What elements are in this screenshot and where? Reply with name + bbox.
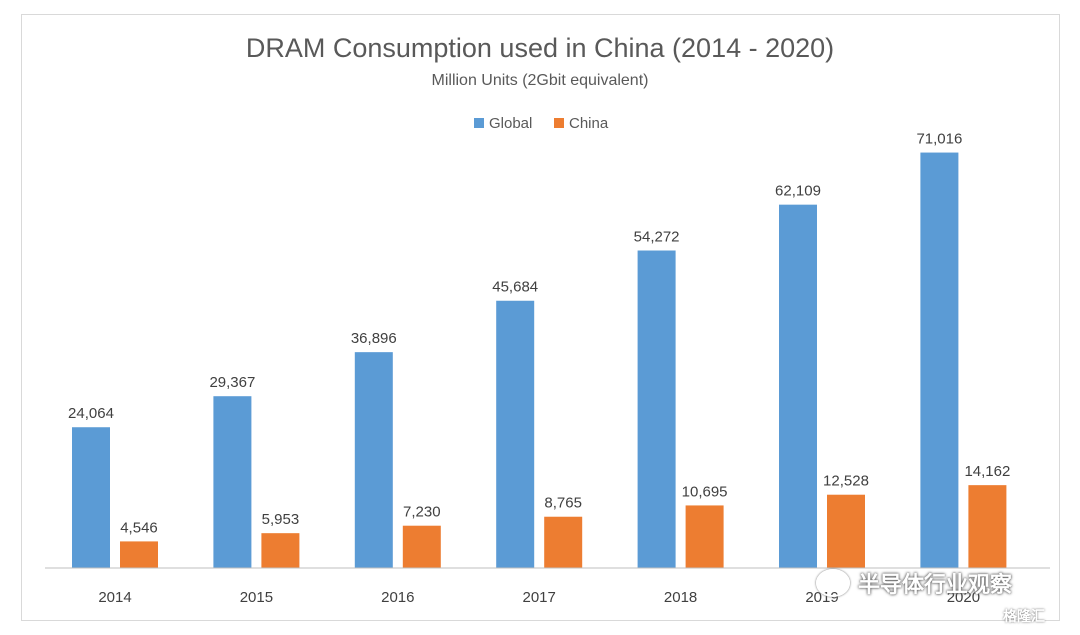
- bar-china-2018: [685, 505, 724, 568]
- wechat-logo-icon: [816, 569, 850, 597]
- x-tick-label-2014: 2014: [98, 589, 131, 606]
- data-label-global-2016: 36,896: [351, 330, 397, 347]
- data-label-global-2020: 71,016: [916, 131, 962, 148]
- bar-global-2020: [920, 152, 959, 568]
- bar-china-2017: [544, 516, 583, 568]
- bars: 24,064 4,546 29,367 5,953 36,896 7,230 45,684 8…: [68, 131, 1010, 569]
- data-label-global-2015: 29,367: [209, 374, 255, 391]
- data-label-global-2014: 24,064: [68, 405, 114, 422]
- watermark-corner-text: 格隆汇: [1003, 608, 1045, 624]
- bar-global-2016: [354, 352, 393, 568]
- x-tick-label-2020: 2020: [947, 589, 980, 606]
- x-tick-label-2016: 2016: [381, 589, 414, 606]
- chart-frame: [21, 14, 1060, 621]
- legend-swatch-china: [554, 118, 564, 128]
- data-label-global-2018: 54,272: [634, 229, 680, 246]
- data-label-global-2019: 62,109: [775, 183, 821, 200]
- data-label-china-2020: 14,162: [964, 463, 1010, 480]
- x-tick-label-2015: 2015: [240, 589, 273, 606]
- legend-label-global: Global: [489, 115, 532, 132]
- data-label-china-2019: 12,528: [823, 473, 869, 490]
- bar-global-2018: [637, 250, 676, 569]
- data-label-china-2018: 10,695: [682, 483, 728, 500]
- data-label-global-2017: 45,684: [492, 279, 538, 296]
- x-axis-ticks: 2014 2015 2016 2017 2018 2019 2020: [98, 589, 980, 606]
- legend: Global China: [474, 115, 609, 132]
- data-label-china-2014: 4,546: [120, 519, 158, 536]
- chart-subtitle: Million Units (2Gbit equivalent): [432, 72, 649, 89]
- legend-swatch-global: [474, 118, 484, 128]
- data-label-china-2016: 7,230: [403, 504, 441, 521]
- bar-china-2014: [120, 541, 158, 568]
- bar-global-2019: [779, 204, 817, 568]
- bar-china-2016: [402, 525, 441, 568]
- watermark: 半导体行业观察: [816, 567, 1012, 599]
- bar-china-2020: [968, 485, 1007, 568]
- bar-global-2014: [72, 427, 110, 568]
- data-label-china-2015: 5,953: [262, 511, 300, 528]
- data-label-china-2017: 8,765: [544, 495, 582, 512]
- x-tick-label-2017: 2017: [523, 589, 556, 606]
- chart-title: DRAM Consumption used in China (2014 - 2…: [246, 33, 834, 63]
- bar-china-2015: [261, 533, 300, 568]
- watermark-text: 半导体行业观察: [858, 572, 1013, 597]
- bar-china-2019: [827, 494, 865, 568]
- bar-global-2017: [496, 300, 535, 568]
- x-tick-label-2018: 2018: [664, 589, 697, 606]
- legend-label-china: China: [569, 115, 609, 132]
- bar-global-2015: [213, 396, 252, 568]
